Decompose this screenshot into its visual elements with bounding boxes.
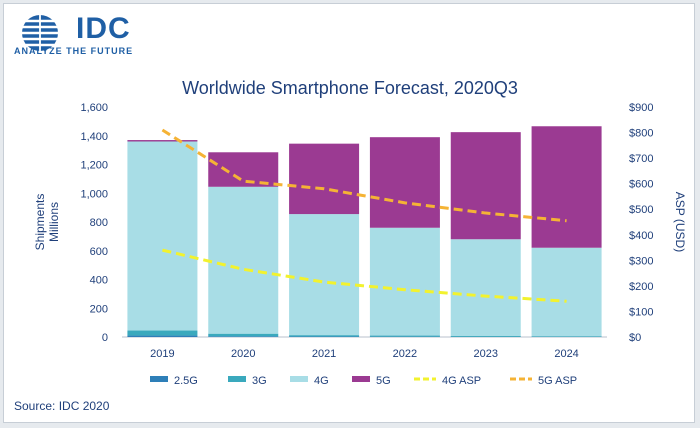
idc-globe-logo — [22, 15, 58, 51]
y2-tick-label: $900 — [629, 102, 653, 114]
logo-tagline: ANALYZE THE FUTURE — [14, 46, 134, 56]
bar-segment — [289, 214, 360, 336]
bar-segment — [127, 141, 198, 331]
y-tick-label: 800 — [90, 217, 108, 229]
bar-segment — [369, 137, 440, 228]
y2-tick-label: $800 — [629, 128, 653, 140]
legend-label: 4G ASP — [442, 375, 481, 387]
bar-segment — [450, 335, 521, 337]
bar-segment — [369, 335, 440, 337]
legend-label: 5G — [376, 375, 391, 387]
y2-axis-label: ASP (USD) — [673, 192, 687, 252]
x-tick-label: 2022 — [393, 348, 417, 360]
y-tick-label: 600 — [90, 246, 108, 258]
legend-swatch — [290, 376, 308, 382]
y-tick-label: 1,600 — [80, 102, 108, 114]
y-tick-label: 1,200 — [80, 160, 108, 172]
bar-segment — [208, 186, 279, 334]
x-tick-label: 2024 — [554, 348, 578, 360]
bar-segment — [208, 152, 279, 187]
y2-tick-label: $100 — [629, 306, 653, 318]
legend-label: 5G ASP — [538, 375, 577, 387]
chart-title: Worldwide Smartphone Forecast, 2020Q3 — [182, 78, 518, 98]
y2-tick-label: $700 — [629, 153, 653, 165]
y-axis-label: Millions — [47, 202, 61, 242]
y-tick-label: 1,000 — [80, 188, 108, 200]
series-line — [161, 128, 567, 223]
x-tick-label: 2019 — [150, 348, 174, 360]
bar-segment — [531, 247, 602, 337]
source-note: Source: IDC 2020 — [14, 399, 110, 413]
legend-label: 3G — [252, 375, 267, 387]
bar-segment — [531, 336, 602, 337]
x-tick-label: 2020 — [231, 348, 255, 360]
bar-segment — [208, 336, 279, 337]
y-tick-label: 400 — [90, 275, 108, 287]
legend-swatch — [352, 376, 370, 382]
y2-tick-label: $0 — [629, 332, 641, 344]
x-tick-label: 2023 — [474, 348, 498, 360]
chart-card: IDC ANALYZE THE FUTURE Worldwide Smartph… — [3, 3, 695, 423]
legend-swatch — [228, 376, 246, 382]
y2-tick-label: $500 — [629, 204, 653, 216]
legend-swatch — [150, 376, 168, 382]
y-tick-label: 200 — [90, 303, 108, 315]
bar-segment — [450, 239, 521, 336]
bar-segment — [450, 132, 521, 240]
y2-tick-label: $300 — [629, 255, 653, 267]
bar-segment — [369, 227, 440, 336]
y-axis-label: Shipments — [33, 194, 47, 251]
y2-tick-label: $400 — [629, 230, 653, 242]
bar-segment — [531, 126, 602, 248]
y2-tick-label: $600 — [629, 179, 653, 191]
bar-segment — [127, 140, 198, 142]
series-line — [162, 248, 567, 303]
legend-label: 4G — [314, 375, 329, 387]
bar-segment — [208, 333, 279, 337]
y-tick-label: 1,400 — [80, 131, 108, 143]
bar-segment — [289, 143, 360, 215]
bar-segment — [289, 335, 360, 337]
bar-segment — [127, 335, 198, 337]
x-tick-label: 2021 — [312, 348, 336, 360]
chart: 0 200 400 600 800 1,000 1,200 1,400 1,600 $0 $100 $… — [33, 102, 687, 387]
logo-wordmark: IDC — [76, 12, 131, 45]
y-tick-label: 0 — [102, 332, 108, 344]
bar-segment — [127, 330, 198, 336]
legend-label: 2.5G — [174, 375, 198, 387]
y2-tick-label: $200 — [629, 281, 653, 293]
